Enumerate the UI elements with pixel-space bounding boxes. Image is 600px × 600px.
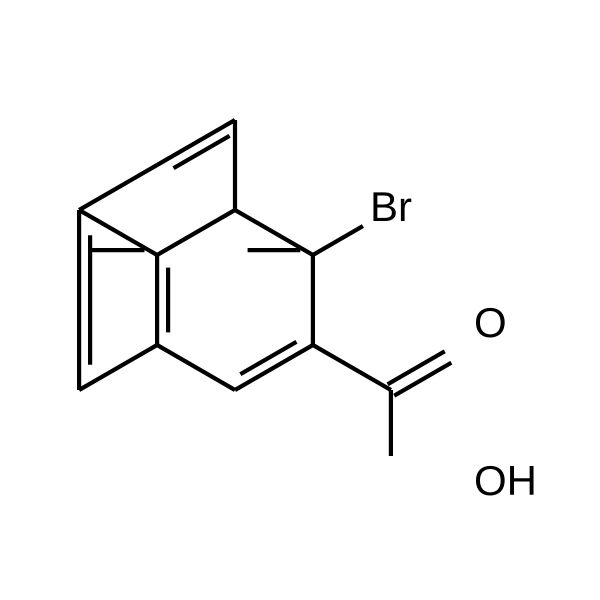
- bond: [235, 345, 313, 390]
- atom-label: O: [474, 299, 507, 346]
- bond: [157, 345, 235, 390]
- atom-label: OH: [474, 457, 537, 504]
- bond: [157, 120, 235, 165]
- bond: [394, 363, 451, 396]
- bond: [157, 210, 235, 255]
- bond: [388, 351, 445, 384]
- bond: [313, 226, 363, 255]
- molecule-diagram: Br O OH: [0, 0, 600, 600]
- bond: [79, 165, 157, 210]
- bond: [313, 345, 391, 390]
- atom-label: Br: [370, 183, 412, 230]
